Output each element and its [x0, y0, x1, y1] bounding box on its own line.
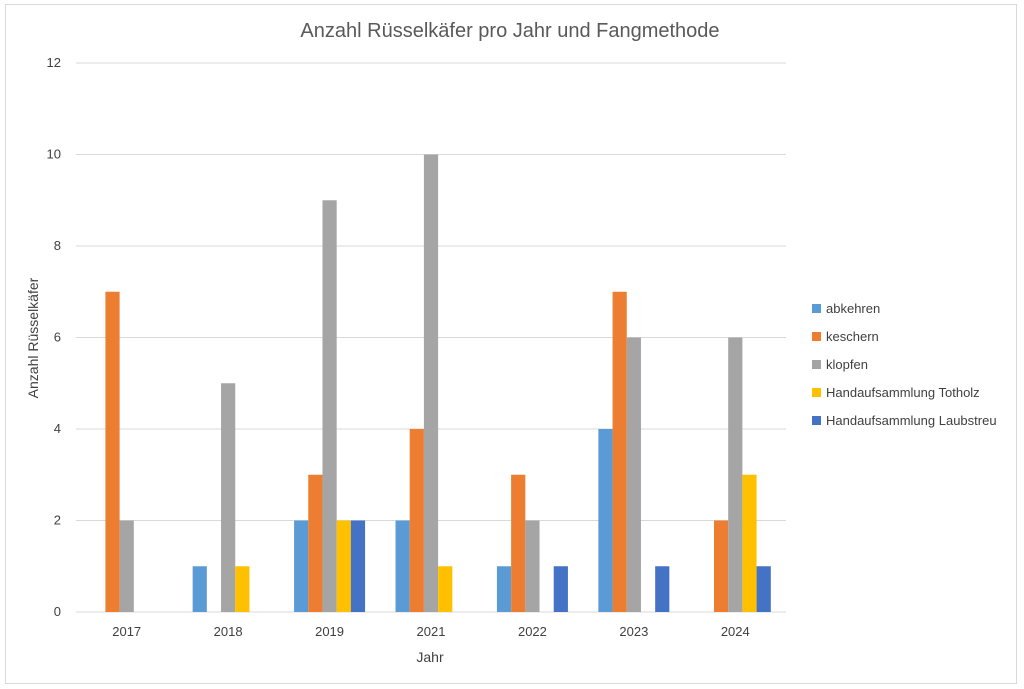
- bar-keschern-2017: [105, 291, 120, 612]
- legend-label: Handaufsammlung Laubstreu: [826, 413, 997, 428]
- bar-keschern-2019: [308, 474, 323, 612]
- bar-klopfen-2023: [626, 337, 641, 612]
- bar-klopfen-2021: [423, 154, 439, 612]
- legend-label: abkehren: [826, 301, 880, 316]
- y-axis-ticks: 0 2 4 6 8 10 12: [47, 55, 61, 619]
- legend: abkehren keschern klopfen Handaufsammlung T…: [812, 301, 997, 428]
- bars: [105, 154, 771, 612]
- legend-swatch: [812, 332, 821, 341]
- bar-keschern-2024: [713, 520, 729, 612]
- y-tick-label: 6: [54, 330, 61, 345]
- y-tick-label: 10: [47, 147, 61, 162]
- bar-klopfen-2017: [119, 520, 134, 612]
- bar-keschern-2023: [612, 291, 627, 612]
- bar-klopfen-2022: [525, 520, 540, 612]
- y-tick-label: 4: [54, 421, 61, 436]
- legend-label: keschern: [826, 329, 879, 344]
- y-tick-label: 12: [47, 55, 61, 70]
- x-tick-label: 2023: [619, 624, 648, 639]
- bar-abkehren-2022: [496, 566, 512, 612]
- chart-title: Anzahl Rüsselkäfer pro Jahr und Fangmeth…: [300, 20, 719, 42]
- bar-abkehren-2023: [598, 429, 613, 612]
- bar-abkehren-2021: [395, 520, 410, 612]
- bar-handaufsammlung-laubstreu-2019: [350, 520, 366, 612]
- y-tick-label: 8: [54, 238, 61, 253]
- bar-handaufsammlung-totholz-2018: [235, 566, 250, 612]
- legend-label: Handaufsammlung Totholz: [826, 385, 980, 400]
- x-tick-label: 2021: [417, 624, 446, 639]
- bar-keschern-2021: [409, 429, 424, 612]
- x-tick-label: 2017: [112, 624, 141, 639]
- bar-abkehren-2018: [192, 566, 207, 612]
- x-tick-label: 2018: [214, 624, 243, 639]
- x-tick-label: 2022: [518, 624, 547, 639]
- bar-handaufsammlung-laubstreu-2023: [655, 566, 670, 612]
- legend-swatch: [812, 304, 821, 313]
- legend-swatch: [812, 360, 821, 369]
- bar-handaufsammlung-totholz-2024: [742, 474, 757, 612]
- bar-abkehren-2019: [294, 520, 309, 612]
- y-tick-label: 2: [54, 513, 61, 528]
- bar-handaufsammlung-totholz-2019: [336, 520, 351, 612]
- bar-klopfen-2018: [221, 383, 236, 612]
- legend-swatch: [812, 416, 821, 425]
- x-axis-title: Jahr: [416, 649, 444, 665]
- x-axis-ticks: 2017 2018 2019 2021 2022 2023 2024: [112, 624, 750, 639]
- legend-label: klopfen: [826, 357, 868, 372]
- bar-handaufsammlung-totholz-2021: [438, 566, 453, 612]
- bar-handaufsammlung-laubstreu-2022: [553, 566, 568, 612]
- x-tick-label: 2024: [721, 624, 750, 639]
- legend-swatch: [812, 388, 821, 397]
- bar-keschern-2022: [511, 474, 526, 612]
- y-tick-label: 0: [54, 604, 61, 619]
- y-axis-title: Anzahl Rüsselkäfer: [25, 277, 41, 398]
- bar-klopfen-2024: [728, 337, 743, 612]
- bar-handaufsammlung-laubstreu-2024: [756, 566, 771, 612]
- x-tick-label: 2019: [315, 624, 344, 639]
- bar-klopfen-2019: [322, 200, 337, 612]
